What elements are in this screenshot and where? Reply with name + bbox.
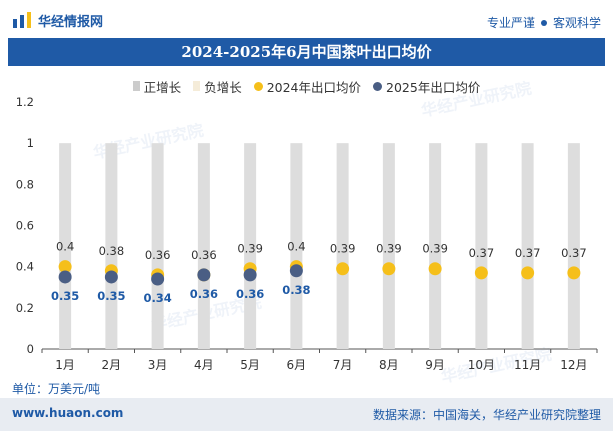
y-tick-label: 0.8 [16, 177, 34, 191]
y-tick-label: 0 [27, 342, 34, 356]
data-label-2024: 0.37 [515, 246, 541, 260]
data-label-2025: 0.35 [97, 289, 125, 303]
y-tick-label: 0.2 [16, 301, 34, 315]
unit-label: 单位：万美元/吨 [12, 382, 101, 396]
data-label-2025: 0.35 [51, 289, 79, 303]
x-tick-label: 9月 [425, 358, 445, 372]
bar-positive [382, 143, 395, 349]
brand-name: 华经情报网 [38, 14, 104, 30]
x-tick-label: 4月 [194, 358, 214, 372]
legend-swatch-icon [132, 81, 140, 91]
data-label-2024: 0.39 [237, 242, 263, 256]
y-tick-label: 1.2 [16, 95, 34, 109]
data-label-2025: 0.34 [143, 291, 171, 305]
x-tick-label: 1月 [55, 358, 75, 372]
legend-dot-icon [373, 81, 383, 91]
legend-item-positive[interactable]: 正增长 [132, 77, 182, 96]
point-2024 [336, 262, 350, 276]
brand[interactable]: 华经情报网 [12, 10, 103, 30]
footer-source: 数据来源：中国海关，华经产业研究院整理 [372, 408, 601, 422]
bar-positive [197, 143, 210, 349]
legend-label: 负增长 [204, 79, 242, 95]
point-2025 [243, 268, 257, 282]
y-tick-label: 1 [27, 136, 34, 150]
chart-legend: 正增长 负增长 2024年出口均价 2025年出口均价 [0, 76, 613, 96]
legend-swatch-icon [193, 81, 201, 91]
x-tick-label: 3月 [148, 358, 168, 372]
chart-title: 2024-2025年6月中国茶叶出口均价 [181, 43, 432, 61]
point-2024 [428, 262, 442, 276]
x-tick-label: 8月 [379, 358, 399, 372]
data-label-2024: 0.39 [330, 242, 356, 256]
point-2025 [58, 270, 72, 284]
data-label-2025: 0.38 [282, 283, 310, 297]
bar-positive [567, 143, 580, 349]
legend-item-2024[interactable]: 2024年出口均价 [253, 77, 362, 96]
bar-positive [429, 143, 442, 349]
brand-logo-icon [13, 12, 31, 28]
data-label-2024: 0.37 [469, 246, 495, 260]
bar-positive [244, 143, 257, 349]
point-2025 [151, 272, 165, 286]
x-tick-label: 10月 [468, 358, 495, 372]
bar-positive [521, 143, 534, 349]
data-label-2024: 0.4 [56, 240, 74, 254]
x-tick-label: 11月 [514, 358, 541, 372]
legend-label: 2024年出口均价 [266, 79, 362, 95]
data-label-2025: 0.36 [190, 287, 218, 301]
x-tick-label: 5月 [240, 358, 260, 372]
data-label-2025: 0.36 [236, 287, 264, 301]
x-tick-label: 7月 [333, 358, 353, 372]
x-tick-label: 2月 [102, 358, 122, 372]
legend-label: 2025年出口均价 [386, 79, 481, 95]
title-bar: 2024-2025年6月中国茶叶出口均价 [8, 38, 605, 66]
footer-site-link[interactable]: www.huaon.com [12, 406, 124, 420]
data-label-2024: 0.4 [287, 240, 305, 254]
point-2025 [197, 268, 211, 282]
y-tick-label: 0.4 [16, 260, 34, 274]
legend-label: 正增长 [143, 79, 182, 95]
point-2025 [289, 264, 303, 278]
x-tick-label: 6月 [287, 358, 307, 372]
data-label-2024: 0.36 [191, 248, 217, 262]
data-label-2024: 0.39 [422, 242, 448, 256]
data-label-2024: 0.36 [145, 248, 171, 262]
top-header: 华经情报网 专业严谨 客观科学 [0, 0, 613, 38]
point-2025 [104, 270, 118, 284]
bar-positive [105, 143, 118, 349]
legend-item-2025[interactable]: 2025年出口均价 [373, 77, 480, 96]
tagline-dot-icon [540, 19, 547, 26]
bar-positive [475, 143, 488, 349]
bar-positive [336, 143, 349, 349]
data-label-2024: 0.38 [99, 244, 125, 258]
x-tick-label: 12月 [560, 358, 587, 372]
point-2024 [521, 266, 535, 280]
bar-positive [59, 143, 72, 349]
legend-item-negative[interactable]: 负增长 [193, 77, 242, 96]
tagline: 专业严谨 客观科学 [487, 14, 601, 31]
footer: www.huaon.com 数据来源：中国海关，华经产业研究院整理 [0, 398, 613, 431]
legend-dot-icon [253, 81, 263, 91]
data-label-2024: 0.39 [376, 242, 402, 256]
bar-positive [290, 143, 303, 349]
point-2024 [382, 262, 396, 276]
tagline-right: 客观科学 [552, 16, 601, 30]
point-2024 [474, 266, 488, 280]
y-tick-label: 0.6 [16, 219, 34, 233]
bar-positive [151, 143, 164, 349]
point-2024 [567, 266, 581, 280]
tagline-left: 专业严谨 [486, 16, 535, 30]
data-label-2024: 0.37 [561, 246, 587, 260]
point-2024 [58, 260, 72, 274]
